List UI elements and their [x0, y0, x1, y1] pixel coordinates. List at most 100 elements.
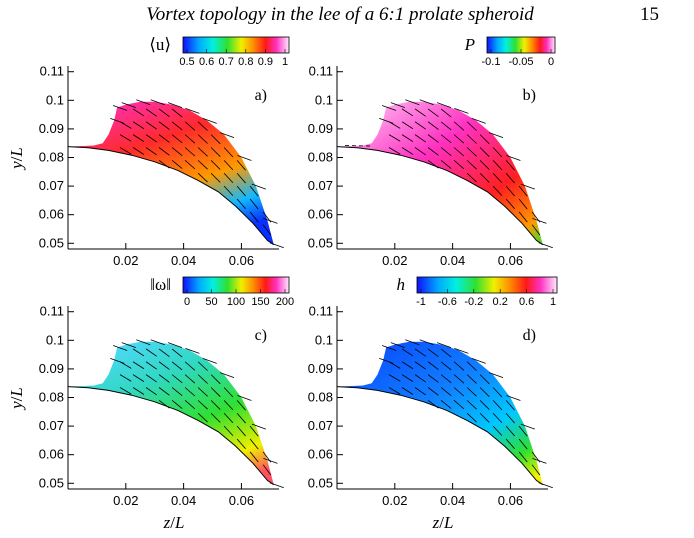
colorbar-tick-label: -0.2	[464, 296, 483, 308]
y-axis-label-bottom-slash: /	[7, 396, 26, 401]
velocity-arrow	[223, 412, 234, 424]
y-tick-label: 0.05	[39, 235, 64, 250]
velocity-arrow	[518, 451, 528, 463]
velocity-arrow	[466, 387, 477, 397]
velocity-arrow	[263, 458, 278, 464]
velocity-arrow	[401, 361, 414, 370]
velocity-arrow	[479, 160, 490, 170]
velocity-arrow	[197, 134, 208, 144]
velocity-arrow	[401, 147, 414, 155]
velocity-arrow	[150, 339, 165, 346]
velocity-arrow	[479, 374, 490, 385]
y-tick-label: 0.07	[39, 178, 64, 193]
colorbar-tick-label: -0.6	[438, 296, 457, 308]
velocity-arrow	[263, 218, 278, 224]
velocity-arrow	[479, 147, 490, 157]
velocity-arrow	[453, 387, 465, 397]
panel-label: d)	[523, 327, 536, 344]
velocity-arrow	[136, 99, 151, 106]
velocity-arrow	[401, 108, 414, 117]
velocity-arrow	[492, 400, 503, 411]
velocity-arrow	[436, 342, 452, 348]
colorbar-tick-label: -0.05	[508, 56, 533, 68]
velocity-arrow	[251, 423, 267, 430]
colorbar: P -0.1 -0.05 0	[464, 35, 556, 68]
x-axis-label-left-den: L	[174, 513, 184, 532]
velocity-arrow	[262, 464, 272, 476]
velocity-arrow	[414, 387, 426, 396]
velocity-arrow	[158, 387, 170, 396]
velocity-arrow	[251, 183, 267, 190]
colorbar-title: ‖ω‖	[150, 275, 171, 294]
velocity-arrow	[210, 160, 221, 170]
velocity-arrow	[171, 160, 183, 169]
contour-field	[68, 341, 274, 485]
velocity-arrow	[110, 357, 125, 364]
velocity-arrow	[132, 134, 145, 142]
velocity-arrow	[505, 160, 515, 171]
velocity-arrow	[236, 400, 246, 411]
velocity-arrow	[223, 172, 234, 184]
y-tick-label: 0.07	[308, 418, 333, 433]
y-axis-label-bottom-num: y	[7, 401, 26, 411]
velocity-arrow	[401, 134, 414, 142]
x-axis-label-right-num: z	[432, 513, 440, 532]
velocity-arrow	[223, 185, 234, 196]
x-tick-label: 0.02	[113, 493, 138, 508]
velocity-arrow	[184, 121, 196, 131]
velocity-arrow	[184, 361, 196, 371]
colorbar-tick-label: 0.5	[179, 56, 194, 68]
velocity-arrow	[223, 160, 234, 171]
velocity-arrow	[488, 132, 504, 139]
y-tick-label: 0.1	[315, 332, 333, 347]
velocity-arrow	[171, 147, 183, 156]
page-header: Vortex topology in the lee of a 6:1 prol…	[0, 0, 694, 30]
velocity-arrow	[210, 400, 221, 410]
body-surface-line	[67, 386, 275, 486]
velocity-arrow	[440, 387, 452, 396]
velocity-arrow	[414, 121, 426, 130]
velocity-arrow	[405, 339, 420, 346]
velocity-arrow	[454, 107, 469, 114]
velocity-arrow	[197, 412, 208, 423]
velocity-arrow	[518, 425, 528, 437]
velocity-arrow	[492, 185, 503, 196]
body-surface-line	[336, 146, 544, 246]
velocity-arrow	[505, 198, 515, 210]
velocity-arrow	[249, 451, 259, 463]
velocity-arrow	[466, 147, 477, 157]
velocity-arrow	[249, 425, 259, 437]
body-surface-line	[336, 386, 544, 486]
velocity-arrow	[236, 438, 246, 450]
x-tick-label: 0.04	[440, 493, 465, 508]
x-tick-label: 0.06	[498, 253, 523, 268]
velocity-arrow	[262, 224, 272, 236]
velocity-arrow	[401, 348, 414, 357]
velocity-arrow	[531, 464, 541, 476]
velocity-arrow	[132, 121, 145, 130]
velocity-arrow	[506, 395, 521, 401]
velocity-arrow	[453, 134, 465, 144]
velocity-arrow	[454, 347, 469, 354]
velocity-arrow	[210, 387, 221, 397]
y-tick-label: 0.11	[309, 64, 333, 79]
velocity-arrow	[171, 348, 183, 358]
velocity-arrow	[171, 387, 183, 396]
running-title: Vortex topology in the lee of a 6:1 prol…	[146, 4, 534, 25]
y-tick-label: 0.09	[308, 121, 333, 136]
y-axis-label-top: y/L	[7, 147, 26, 171]
y-axis-label-top-den: L	[7, 147, 26, 157]
colorbar-tick-label: -1	[416, 296, 426, 308]
velocity-arrow	[158, 108, 170, 117]
velocity-arrow	[518, 185, 528, 197]
velocity-arrow	[236, 412, 246, 424]
velocity-arrow	[440, 374, 452, 384]
velocity-arrow	[184, 374, 196, 384]
colorbar: ‖ω‖ 0 50 100 150 200	[150, 275, 294, 308]
colorbar-tick-label: 0.2	[493, 296, 508, 308]
colorbar: ⟨u⟩ 0.5 0.6 0.7 0.8 0.9 1	[149, 35, 290, 68]
velocity-arrow	[440, 134, 452, 144]
velocity-arrow	[471, 117, 486, 124]
velocity-arrow	[132, 374, 145, 382]
velocity-arrow	[492, 147, 503, 158]
